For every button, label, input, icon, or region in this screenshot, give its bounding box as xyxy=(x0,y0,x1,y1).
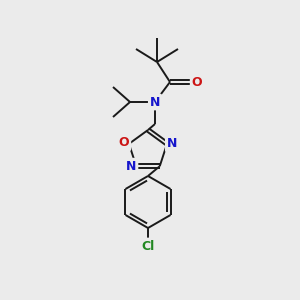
Text: N: N xyxy=(167,137,177,150)
Text: O: O xyxy=(119,136,129,149)
Text: N: N xyxy=(150,95,160,109)
Text: O: O xyxy=(192,76,202,88)
Text: N: N xyxy=(126,160,136,173)
Text: Cl: Cl xyxy=(141,239,154,253)
